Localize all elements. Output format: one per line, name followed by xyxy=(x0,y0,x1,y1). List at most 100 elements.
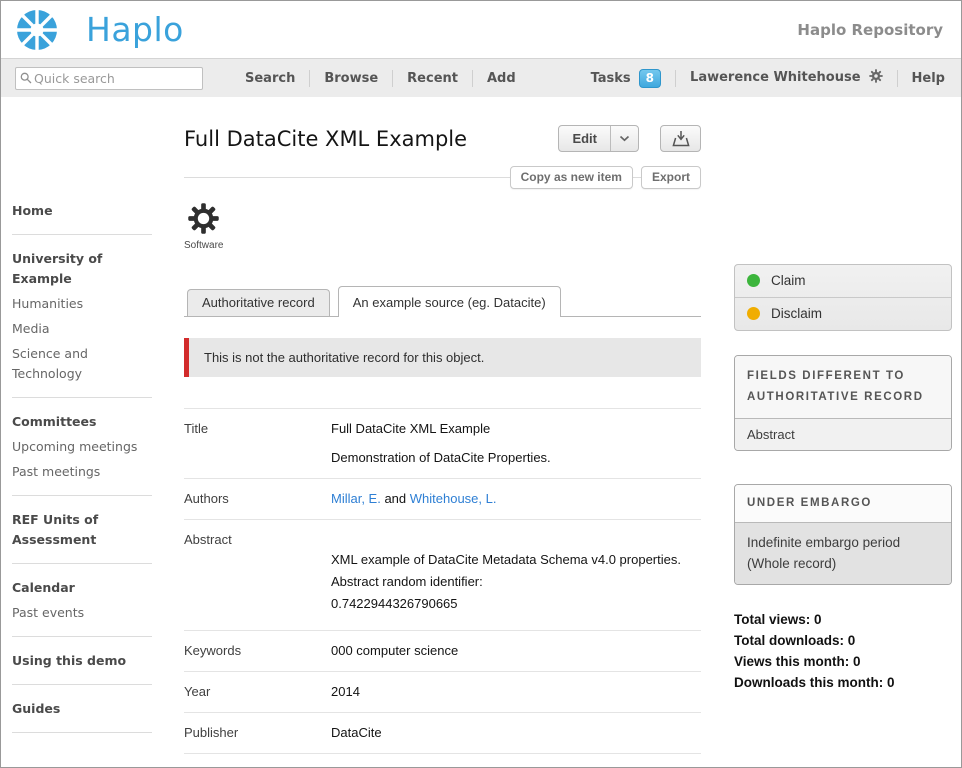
help-link[interactable]: Help xyxy=(911,70,945,86)
brand-name[interactable]: Haplo xyxy=(86,10,184,49)
save-export-button[interactable] xyxy=(660,125,701,152)
tasks-count-badge[interactable]: 8 xyxy=(638,68,662,88)
sidebar-divider xyxy=(12,495,152,496)
edit-button[interactable]: Edit xyxy=(558,125,639,152)
field-row-keywords: Keywords 000 computer science xyxy=(184,630,701,671)
disclaim-label: Disclaim xyxy=(771,306,823,321)
app-title: Haplo Repository xyxy=(797,20,943,39)
not-authoritative-alert: This is not the authoritative record for… xyxy=(184,338,701,377)
item-type-label: Software xyxy=(184,240,224,251)
nav-right: Tasks 8 Lawerence Whitehouse Help xyxy=(590,68,945,88)
sidebar-item-media[interactable]: Media xyxy=(12,321,50,336)
field-text: XML example of DataCite Metadata Schema … xyxy=(331,552,681,567)
search-icon xyxy=(20,72,32,84)
record-tabs: Authoritative record An example source (e… xyxy=(184,286,701,317)
claim-button-group: Claim Disclaim xyxy=(734,264,952,331)
user-menu[interactable]: Lawerence Whitehouse xyxy=(690,69,883,87)
record-fields: Title Full DataCite XML Example Demonstrat… xyxy=(184,408,701,754)
field-row-year: Year 2014 xyxy=(184,671,701,712)
field-text: 2014 xyxy=(331,684,360,699)
sidebar-item-ref-units-of-assessment[interactable]: REF Units of Assessment xyxy=(12,512,99,547)
embargo-panel: UNDER EMBARGO Indefinite embargo period … xyxy=(734,484,952,585)
stat-line: Total views: 0 xyxy=(734,612,822,627)
sidebar-item-home[interactable]: Home xyxy=(12,203,53,218)
stat-line: Downloads this month: 0 xyxy=(734,675,895,690)
claim-button[interactable]: Claim xyxy=(735,265,951,297)
nav-link-search[interactable]: Search xyxy=(245,70,296,86)
gear-icon[interactable] xyxy=(868,69,883,87)
disclaim-button[interactable]: Disclaim xyxy=(735,297,951,330)
field-label: Authors xyxy=(184,491,229,506)
sidebar-item-calendar[interactable]: Calendar xyxy=(12,580,75,595)
user-name: Lawerence Whitehouse xyxy=(690,70,861,85)
nav-link-recent[interactable]: Recent xyxy=(407,70,458,86)
field-text: DataCite xyxy=(331,725,382,740)
search-input[interactable] xyxy=(32,69,198,87)
left-sidebar: Home University of Example Humanities Media… xyxy=(1,97,171,747)
tab-authoritative-record[interactable]: Authoritative record xyxy=(187,289,330,316)
sidebar-item-science-and-technology[interactable]: Science and Technology xyxy=(12,346,88,381)
claim-label: Claim xyxy=(771,273,806,288)
nav-separator xyxy=(309,69,311,87)
chevron-down-icon xyxy=(619,135,630,142)
export-button[interactable]: Export xyxy=(640,166,701,189)
nav-separator xyxy=(896,69,898,87)
nav-link-browse[interactable]: Browse xyxy=(324,70,379,86)
sidebar-divider xyxy=(12,684,152,685)
field-text: Abstract random identifier: xyxy=(331,574,483,589)
page-title: Full DataCite XML Example xyxy=(184,127,468,151)
toolbar-rule: Copy as new item Export xyxy=(184,166,701,189)
sidebar-divider xyxy=(12,636,152,637)
author-link[interactable]: Millar, E. xyxy=(331,491,381,506)
sidebar-item-humanities[interactable]: Humanities xyxy=(12,296,84,311)
haplo-logo-icon[interactable] xyxy=(15,7,59,52)
field-row-authors: Authors Millar, E. and Whitehouse, L. xyxy=(184,478,701,519)
embargo-title: UNDER EMBARGO xyxy=(735,485,951,522)
embargo-detail: Indefinite embargo period (Whole record) xyxy=(735,522,951,584)
search-box[interactable] xyxy=(15,66,203,90)
sidebar-item-past-meetings[interactable]: Past meetings xyxy=(12,464,101,479)
copy-as-new-item-button[interactable]: Copy as new item xyxy=(509,166,633,189)
sidebar-item-using-this-demo[interactable]: Using this demo xyxy=(12,653,127,668)
sidebar-item-guides[interactable]: Guides xyxy=(12,701,61,716)
tab-an-example-source-eg-datacite-[interactable]: An example source (eg. Datacite) xyxy=(337,286,561,317)
nav-link-add[interactable]: Add xyxy=(486,70,516,86)
field-label: Publisher xyxy=(184,725,239,740)
field-text: 0.7422944326790665 xyxy=(331,596,458,611)
field-value: XML example of DataCite Metadata Schema … xyxy=(331,549,701,620)
edit-dropdown-toggle[interactable] xyxy=(610,126,638,151)
author-link[interactable]: Whitehouse, L. xyxy=(409,491,497,506)
fields-different-panel: FIELDS DIFFERENT TO AUTHORITATIVE RECORD… xyxy=(734,355,952,451)
tasks-link[interactable]: Tasks xyxy=(590,70,631,86)
field-text: Demonstration of DataCite Properties. xyxy=(331,450,551,465)
software-gear-icon xyxy=(188,203,219,234)
nav-bar: Search Browse Recent Add Tasks 8 Lawerence … xyxy=(1,58,961,97)
sidebar-item-upcoming-meetings[interactable]: Upcoming meetings xyxy=(12,439,138,454)
fields-different-title: FIELDS DIFFERENT TO AUTHORITATIVE RECORD xyxy=(735,356,951,418)
fields-different-item: Abstract xyxy=(735,418,951,450)
download-tray-icon xyxy=(671,130,690,146)
nav-separator xyxy=(471,69,473,87)
sidebar-item-committees[interactable]: Committees xyxy=(12,414,97,429)
header: Haplo Haplo Repository xyxy=(1,1,961,58)
item-type: Software xyxy=(184,203,223,251)
field-row-abstract: Abstract XML example of DataCite Metadata… xyxy=(184,519,701,630)
field-label: Keywords xyxy=(184,643,242,658)
field-text: and xyxy=(380,491,410,506)
disclaim-status-dot xyxy=(747,307,760,320)
right-sidebar: Claim Disclaim FIELDS DIFFERENT TO AUTHO… xyxy=(734,97,952,693)
sidebar-item-university-of-example[interactable]: University of Example xyxy=(12,251,103,286)
field-row-title: Title Full DataCite XML Example Demonstrat… xyxy=(184,408,701,478)
sidebar-divider xyxy=(12,732,152,733)
field-label: Year xyxy=(184,684,211,699)
nav-separator xyxy=(392,69,394,87)
sidebar-item-past-events[interactable]: Past events xyxy=(12,605,85,620)
field-value: 2014 xyxy=(331,681,701,702)
sidebar-divider xyxy=(12,563,152,564)
sidebar-divider xyxy=(12,234,152,235)
stat-line: Views this month: 0 xyxy=(734,654,861,669)
edit-button-label: Edit xyxy=(572,131,597,146)
stat-line: Total downloads: 0 xyxy=(734,633,856,648)
field-value: 000 computer science xyxy=(331,640,701,661)
